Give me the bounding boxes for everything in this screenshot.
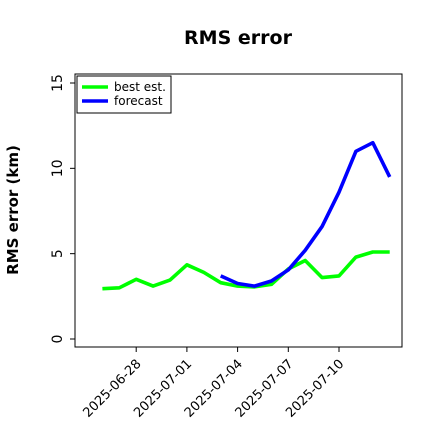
y-tick-label: 10: [50, 159, 66, 177]
axes: 0510152025-06-282025-07-012025-07-042025…: [50, 73, 403, 421]
legend: best est.forecast: [76, 75, 172, 114]
plot-frame: [74, 73, 403, 348]
legend-box: [76, 75, 172, 114]
series-line-forecast: [219, 140, 392, 288]
legend-label: best est.: [114, 80, 166, 94]
y-tick-label: 5: [50, 249, 66, 258]
y-axis-label: RMS error (km): [4, 145, 22, 275]
y-tick-label: 15: [50, 74, 66, 92]
chart-title: RMS error: [184, 27, 293, 49]
plot-lines: [102, 140, 392, 291]
y-tick-label: 0: [50, 335, 66, 344]
legend-label: forecast: [114, 94, 163, 108]
